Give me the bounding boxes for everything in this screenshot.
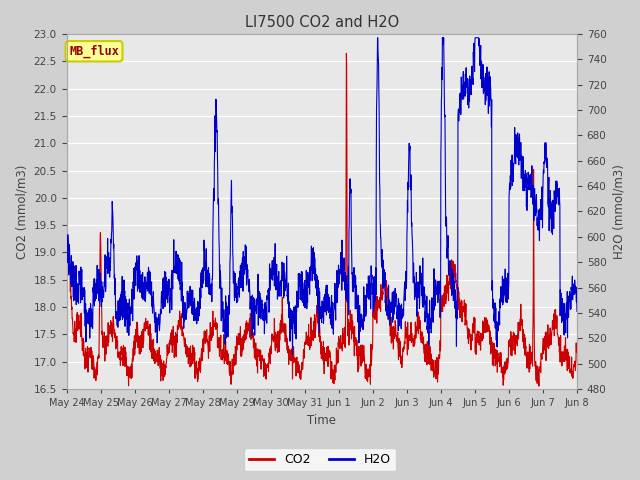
Y-axis label: H2O (mmol/m3): H2O (mmol/m3) <box>612 164 625 259</box>
X-axis label: Time: Time <box>307 414 336 427</box>
Y-axis label: CO2 (mmol/m3): CO2 (mmol/m3) <box>15 164 28 259</box>
Legend: CO2, H2O: CO2, H2O <box>244 448 396 471</box>
Text: MB_flux: MB_flux <box>69 45 119 58</box>
Title: LI7500 CO2 and H2O: LI7500 CO2 and H2O <box>244 15 399 30</box>
